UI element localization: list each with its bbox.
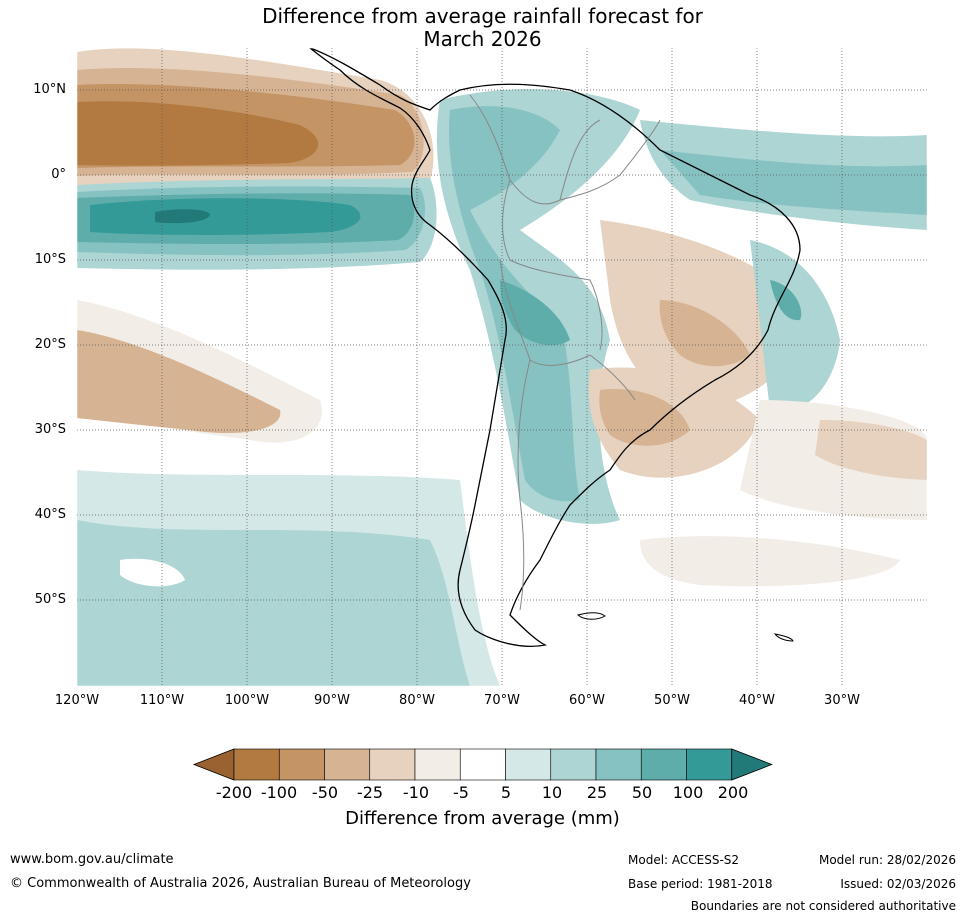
falkland-islands bbox=[576, 612, 606, 620]
colorbar bbox=[192, 748, 773, 781]
dry-band-north-core bbox=[77, 101, 319, 166]
wet-band-equator-core bbox=[90, 198, 361, 235]
colorbar-title: Difference from average (mm) bbox=[345, 808, 620, 829]
map-title-line1: Difference from average rainfall forecas… bbox=[262, 4, 703, 28]
dry-atlantic-far-south bbox=[640, 536, 900, 587]
dry-patch-south bbox=[120, 558, 185, 587]
colorbar-segment bbox=[505, 748, 552, 781]
colorbar-tick-label: -5 bbox=[453, 783, 469, 802]
lon-label: 90°W bbox=[314, 693, 350, 708]
colorbar-extend-low bbox=[192, 748, 235, 781]
model-name: Model: ACCESS-S2 bbox=[628, 853, 740, 867]
lat-label: 50°S bbox=[34, 592, 66, 607]
colorbar-tick-label: -25 bbox=[356, 783, 384, 802]
colorbar-segment bbox=[459, 748, 506, 781]
colorbar-extend-high bbox=[731, 748, 773, 781]
lon-label: 30°W bbox=[824, 693, 860, 708]
colorbar-tick-label: 25 bbox=[586, 783, 608, 802]
lat-label: 10°S bbox=[34, 252, 66, 267]
colorbar-tick-label: 5 bbox=[500, 783, 512, 802]
wet-band-equator-peak bbox=[155, 209, 210, 224]
lon-label: 70°W bbox=[484, 693, 520, 708]
lon-label: 60°W bbox=[569, 693, 605, 708]
south-america-coastline bbox=[309, 48, 801, 647]
issued-date: Issued: 02/03/2026 bbox=[840, 877, 956, 891]
colorbar-tick-label: 50 bbox=[631, 783, 653, 802]
boundaries-disclaimer: Boundaries are not considered authoritat… bbox=[690, 899, 956, 913]
lon-label: 40°W bbox=[739, 693, 775, 708]
dry-atlantic-south-mid bbox=[815, 420, 927, 480]
colorbar-segment bbox=[414, 748, 461, 781]
colorbar-segment bbox=[324, 748, 371, 781]
map-title-line2: March 2026 bbox=[423, 27, 542, 51]
model-run-date: Model run: 28/02/2026 bbox=[818, 853, 956, 867]
lat-label: 10°N bbox=[33, 82, 66, 97]
website-link[interactable]: www.bom.gov.au/climate bbox=[10, 852, 174, 867]
wet-pacific-south-mid bbox=[77, 520, 470, 686]
colorbar-tick-label: 200 bbox=[717, 783, 749, 802]
country-borders bbox=[469, 94, 661, 611]
wet-andes-strong bbox=[500, 280, 570, 346]
dry-brazil-mid bbox=[659, 300, 750, 367]
wet-brazil-east-strong bbox=[770, 280, 802, 321]
colorbar-segment bbox=[278, 748, 325, 781]
wet-atlantic-eq-mid bbox=[660, 150, 927, 215]
colorbar-tick-label: -200 bbox=[215, 783, 253, 802]
lat-label: 40°S bbox=[34, 507, 66, 522]
colorbar-tick-label: -50 bbox=[311, 783, 339, 802]
colorbar-segment bbox=[369, 748, 416, 781]
colorbar-segment bbox=[550, 748, 597, 781]
colorbar-segment bbox=[595, 748, 642, 781]
base-period: Base period: 1981-2018 bbox=[628, 877, 773, 891]
lon-label: 110°W bbox=[139, 693, 185, 708]
lon-label: 80°W bbox=[399, 693, 435, 708]
lon-label: 100°W bbox=[224, 693, 270, 708]
colorbar-segment bbox=[686, 748, 733, 781]
map-panel bbox=[77, 48, 927, 686]
dry-uruguay-mid bbox=[599, 389, 690, 446]
colorbar-tick-label: 10 bbox=[541, 783, 563, 802]
lat-label: 0° bbox=[51, 167, 66, 182]
lon-label: 50°W bbox=[654, 693, 690, 708]
lat-label: 30°S bbox=[34, 422, 66, 437]
colorbar-tick-label: -100 bbox=[260, 783, 298, 802]
south-georgia bbox=[773, 633, 794, 642]
dry-pacific-south-mid bbox=[77, 330, 281, 434]
colorbar-tick-label: 100 bbox=[672, 783, 704, 802]
copyright-text: © Commonwealth of Australia 2026, Austra… bbox=[10, 876, 471, 891]
colorbar-segment bbox=[233, 748, 280, 781]
colorbar-tick-label: -10 bbox=[402, 783, 430, 802]
lat-label: 20°S bbox=[34, 337, 66, 352]
colorbar-segment bbox=[640, 748, 687, 781]
lon-label: 120°W bbox=[54, 693, 100, 708]
graticule bbox=[77, 48, 927, 686]
